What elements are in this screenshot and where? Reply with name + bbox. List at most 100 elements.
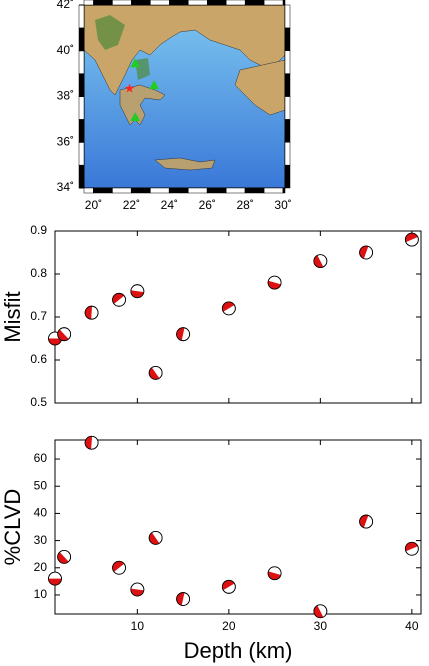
frame-segment: [93, 0, 113, 6]
beachball-quadrant: [268, 280, 281, 290]
beachball-quadrant: [149, 367, 160, 380]
frame-segment: [83, 0, 94, 6]
y-tick-label: 38˚: [57, 89, 74, 103]
beachball-quadrant: [176, 592, 185, 606]
frame-segment: [282, 0, 286, 6]
frame-segment: [284, 73, 291, 97]
y-tick-label: 0.5: [30, 395, 47, 409]
beachball-outline: [359, 514, 374, 529]
beachball-outline: [84, 305, 99, 320]
beachball-outline: [313, 604, 328, 619]
frame-segment: [263, 187, 284, 194]
y-tick-label: 0.8: [30, 266, 47, 280]
x-tick-label: 20: [222, 619, 236, 633]
beachball: [148, 530, 163, 545]
frame-segment: [131, 187, 151, 194]
frame-segment: [284, 119, 291, 143]
beachball-quadrant: [405, 233, 418, 243]
y-tick-label: 42˚: [57, 0, 74, 11]
frame-segment: [78, 50, 85, 74]
beachball-quadrant: [176, 327, 185, 341]
beachball-quadrant: [405, 542, 418, 552]
beachball-outline: [221, 579, 236, 594]
y-axis-label: Misfit: [0, 291, 25, 342]
beachball-outline: [404, 541, 419, 556]
beachball: [221, 579, 236, 594]
frame-segment: [244, 187, 265, 194]
frame-segment: [78, 164, 85, 189]
x-tick-label: 28˚: [237, 198, 254, 212]
frame-segment: [284, 142, 291, 166]
frame-segment: [83, 187, 94, 194]
station: [149, 80, 160, 90]
beachball-quadrant: [130, 290, 144, 298]
plot-frame: [54, 439, 422, 615]
beachball-quadrant: [313, 605, 324, 618]
frame-segment: [150, 0, 170, 6]
beachball-quadrant: [85, 306, 93, 320]
frame-segment: [284, 4, 291, 29]
map-background: [84, 5, 285, 188]
frame-segment: [78, 27, 85, 51]
y-tick-label: 10: [34, 587, 48, 601]
beachball: [267, 566, 282, 581]
frame-segment: [207, 187, 227, 194]
beachball-quadrant: [149, 532, 160, 545]
beachball-outline: [267, 275, 282, 290]
beachball-outline: [130, 284, 145, 299]
beachball-outline: [112, 560, 126, 575]
frame-segment: [225, 187, 246, 194]
y-tick-label: 30: [34, 533, 48, 547]
y-tick-label: 34˚: [57, 180, 74, 194]
beachball-quadrant: [57, 329, 69, 341]
beachball: [130, 284, 145, 299]
y-tick-label: 40˚: [57, 43, 74, 57]
x-axis-label: Depth (km): [184, 638, 293, 663]
beachball: [404, 232, 419, 247]
y-tick-label: 36˚: [57, 134, 74, 148]
station: [130, 112, 141, 122]
y-tick-label: 40: [34, 506, 48, 520]
beachball-outline: [130, 582, 145, 597]
beachball-quadrant: [268, 571, 281, 580]
frame-segment: [188, 0, 208, 6]
frame-segment: [263, 0, 284, 6]
frame-segment: [78, 4, 85, 29]
event: [124, 83, 135, 93]
frame-segment: [78, 119, 85, 143]
beachball: [112, 292, 126, 307]
beachball: [359, 245, 374, 260]
beachball-outline: [176, 327, 191, 342]
beachball: [313, 254, 328, 269]
frame-segment: [131, 0, 151, 6]
frame-segment: [169, 187, 189, 194]
frame-segment: [207, 0, 227, 6]
frame-segment: [78, 96, 85, 120]
frame-segment: [244, 0, 265, 6]
beachball-outline: [404, 232, 419, 247]
beachball-quadrant: [359, 515, 369, 528]
beachball: [176, 592, 191, 606]
beachball-outline: [48, 571, 62, 586]
frame-segment: [78, 73, 85, 97]
y-tick-label: 0.7: [30, 309, 47, 323]
x-tick-label: 26˚: [199, 198, 216, 212]
beachball: [148, 365, 163, 380]
beachball-quadrant: [112, 561, 125, 572]
beachball: [84, 305, 99, 320]
frame-segment: [93, 187, 113, 194]
beachball-outline: [112, 292, 126, 307]
beachball-quadrant: [85, 436, 93, 450]
frame-segment: [112, 0, 132, 6]
beachball: [221, 301, 236, 316]
beachball-outline: [176, 592, 191, 606]
beachball: [176, 327, 191, 342]
beachball-quadrant: [359, 246, 369, 259]
beachball-outline: [221, 301, 236, 316]
beachball: [84, 435, 99, 450]
x-tick-label: 40: [405, 619, 419, 633]
beachball-outline: [57, 550, 72, 564]
beachball-outline: [359, 245, 374, 260]
x-tick-label: 30: [314, 619, 328, 633]
